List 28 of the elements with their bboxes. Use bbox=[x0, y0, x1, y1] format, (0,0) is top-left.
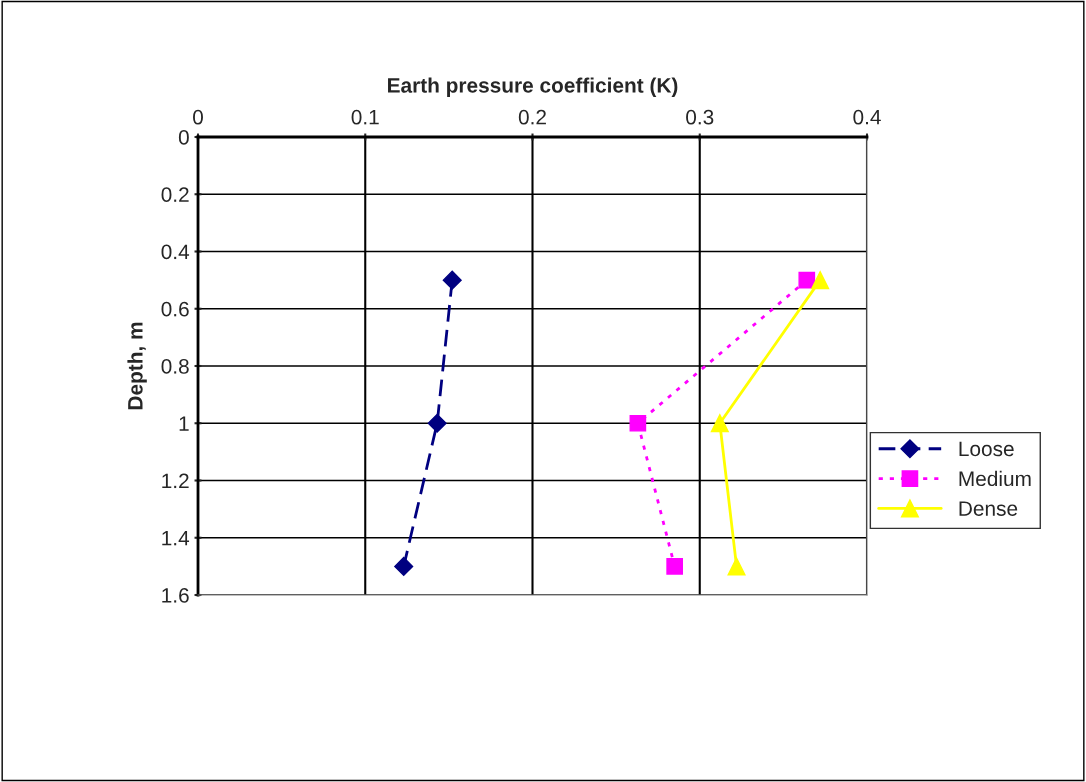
point bbox=[811, 271, 830, 290]
legend-label: Medium bbox=[959, 470, 1031, 487]
y-tick-label: 0.2 bbox=[161, 187, 189, 202]
legend-label: Loose bbox=[959, 441, 1014, 457]
x-axis-title: Earth pressure coefficient (K) bbox=[388, 77, 678, 97]
point bbox=[798, 271, 816, 289]
y-tick-label: 1 bbox=[179, 416, 189, 431]
point bbox=[666, 558, 683, 575]
x-tick-label: 0.2 bbox=[518, 109, 546, 125]
y-tick-label: 0 bbox=[178, 130, 189, 145]
point bbox=[629, 414, 647, 432]
x-tick-label: 0.3 bbox=[686, 109, 714, 125]
y-tick-label: 1.2 bbox=[162, 473, 189, 489]
y-axis-title: Depth, m bbox=[127, 322, 147, 410]
y-tick-label: 0.8 bbox=[161, 359, 189, 374]
point bbox=[710, 414, 729, 433]
legend-label: Dense bbox=[959, 501, 1018, 516]
y-tick-label: 0.6 bbox=[161, 301, 189, 317]
x-tick-label: 0 bbox=[193, 109, 203, 125]
y-tick-label: 1.4 bbox=[162, 530, 190, 546]
point bbox=[727, 557, 746, 576]
y-tick-label: 1.6 bbox=[162, 588, 189, 603]
x-tick-label: 0.4 bbox=[853, 109, 881, 125]
point bbox=[442, 270, 462, 290]
point bbox=[427, 413, 447, 433]
point bbox=[394, 556, 414, 576]
x-tick-label: 0.1 bbox=[351, 109, 379, 125]
y-tick-label: 0.4 bbox=[161, 244, 190, 260]
